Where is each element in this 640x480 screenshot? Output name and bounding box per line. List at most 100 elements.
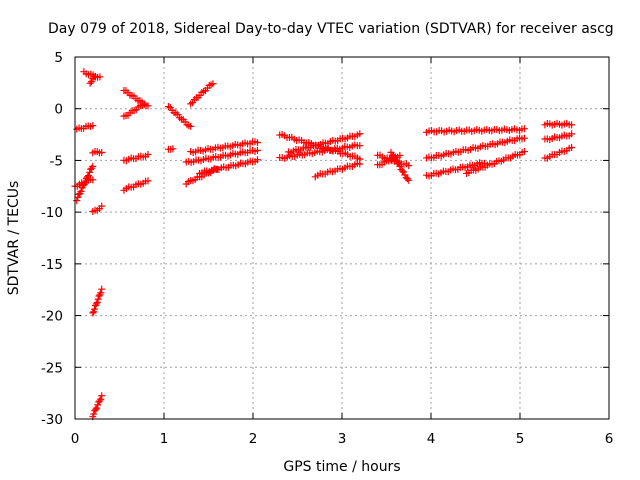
data-segment: [73, 162, 97, 205]
data-point: [400, 168, 408, 176]
y-tick-label: -5: [50, 153, 63, 169]
data-segment: [164, 145, 177, 153]
data-point: [90, 410, 98, 418]
data-segment: [423, 134, 528, 162]
x-tick-label: 5: [516, 431, 525, 447]
data-segment: [463, 148, 528, 177]
data-point: [520, 148, 528, 156]
data-point: [93, 404, 101, 412]
y-tick-label: 0: [54, 102, 63, 118]
data-point: [398, 167, 406, 175]
data-segment: [86, 72, 99, 87]
data-point: [391, 154, 399, 162]
axes: 0 1 2 3 4 5 6 5 0 -5 -10 -15 -20 -25 -30: [41, 50, 613, 447]
data-segment: [541, 119, 576, 129]
x-axis-label: GPS time / hours: [283, 459, 400, 475]
data-point: [87, 78, 95, 86]
x-tick-label: 2: [249, 431, 258, 447]
data-segment: [423, 125, 528, 136]
data-point: [356, 130, 364, 138]
x-tick-label: 4: [427, 431, 436, 447]
data-point: [81, 178, 89, 186]
data-point: [253, 156, 261, 164]
data-point: [97, 289, 105, 297]
data-point: [89, 162, 97, 170]
x-tick-label: 6: [605, 431, 614, 447]
data-point: [92, 300, 100, 308]
y-tick-label: -30: [41, 412, 63, 428]
x-tick-label: 0: [71, 431, 80, 447]
data-segment: [120, 86, 152, 110]
data-segment: [89, 202, 106, 216]
data-segment: [120, 177, 152, 194]
y-tick-label: -15: [41, 257, 63, 273]
data-point: [169, 145, 177, 153]
data-point: [92, 405, 100, 413]
data-point: [73, 197, 81, 205]
data-point: [356, 160, 364, 168]
data-segment: [541, 144, 576, 162]
data-point: [144, 177, 152, 185]
data-point: [91, 72, 99, 80]
x-tick-label: 1: [160, 431, 169, 447]
data-point: [568, 144, 576, 152]
data-point: [187, 122, 195, 130]
x-tick-label: 3: [338, 431, 347, 447]
data-segment: [164, 103, 195, 130]
data-point: [93, 299, 101, 307]
data-segment: [120, 150, 152, 165]
data-point: [77, 187, 85, 195]
data-point: [144, 150, 152, 158]
data-segment: [285, 130, 364, 156]
data-point: [95, 292, 103, 300]
data-point: [79, 182, 87, 190]
data-point: [96, 397, 104, 405]
data-point: [98, 392, 106, 400]
data-point: [97, 395, 105, 403]
data-point: [140, 100, 148, 108]
y-tick-label: -10: [41, 205, 63, 221]
data-segment: [89, 392, 106, 421]
data-point: [89, 122, 97, 130]
data-point: [568, 121, 576, 129]
data-series: [71, 68, 576, 421]
data-segment: [311, 159, 364, 181]
data-point: [396, 162, 404, 170]
data-segment: [187, 138, 261, 156]
data-point: [356, 142, 364, 150]
data-point: [89, 309, 97, 317]
data-point: [98, 149, 106, 157]
data-segment: [187, 80, 217, 108]
data-segment: [541, 130, 576, 144]
grid: [75, 57, 609, 419]
data-segment: [73, 122, 97, 133]
data-point: [98, 202, 106, 210]
data-segment: [276, 141, 364, 162]
y-axis-label: SDTVAR / TECUs: [6, 181, 22, 296]
data-segment: [89, 285, 106, 317]
data-segment: [196, 156, 261, 178]
data-point: [85, 172, 93, 180]
y-tick-label: -25: [41, 360, 63, 376]
data-point: [83, 173, 91, 181]
data-point: [94, 401, 102, 409]
data-point: [405, 162, 413, 170]
data-point: [86, 168, 94, 176]
data-point: [98, 285, 106, 293]
data-point: [91, 305, 99, 313]
chart-title: Day 079 of 2018, Sidereal Day-to-day VTE…: [48, 21, 614, 37]
data-point: [253, 139, 261, 147]
y-tick-label: 5: [54, 50, 63, 66]
data-point: [94, 295, 102, 303]
data-point: [253, 146, 261, 154]
data-segment: [387, 148, 413, 184]
data-point: [568, 130, 576, 138]
data-point: [405, 176, 413, 184]
data-point: [396, 151, 404, 159]
data-point: [209, 80, 217, 88]
data-point: [86, 79, 94, 87]
data-segment: [120, 100, 148, 120]
data-segment: [182, 146, 261, 166]
data-point: [403, 175, 411, 183]
